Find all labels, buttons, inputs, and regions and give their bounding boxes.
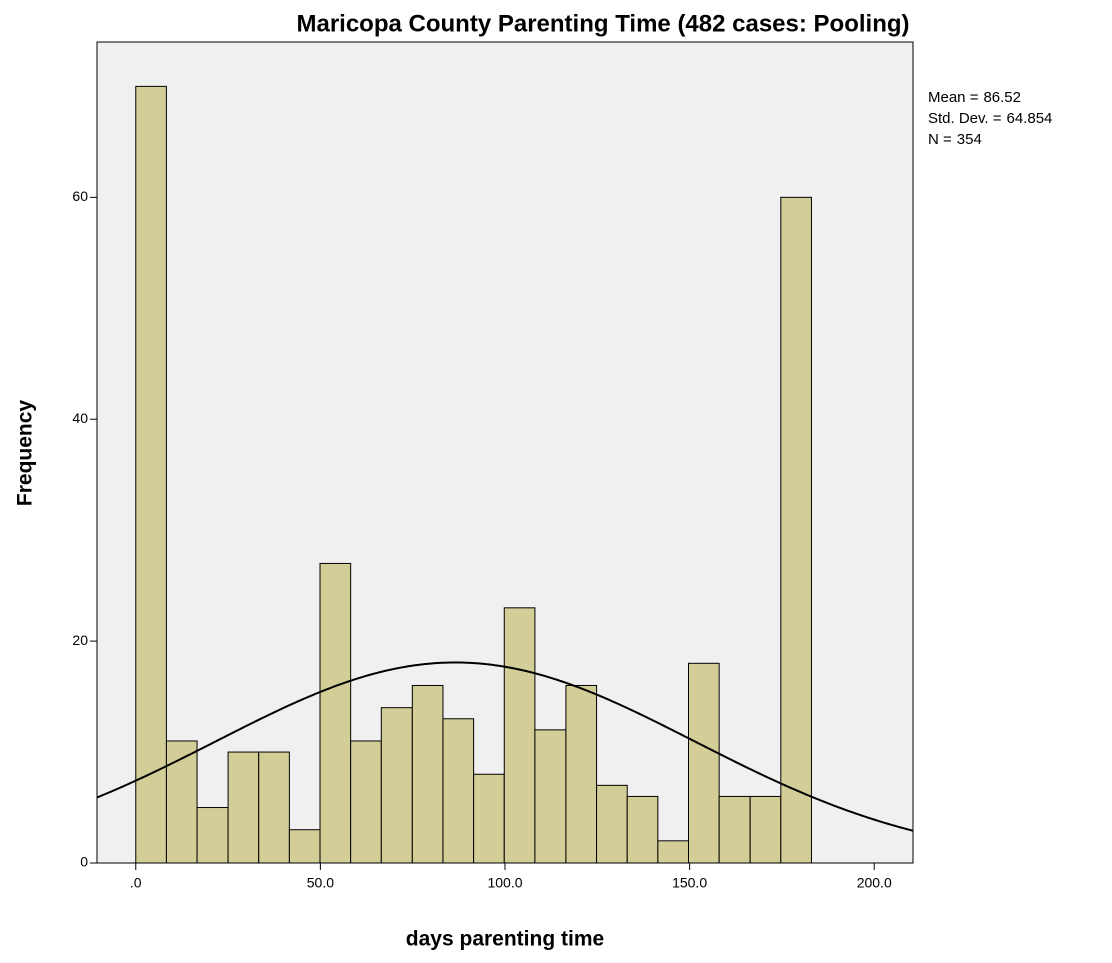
y-axis-label: Frequency	[14, 400, 37, 507]
chart-title: Maricopa County Parenting Time (482 case…	[296, 10, 909, 37]
bar	[350, 740, 382, 864]
x-axis-label: days parenting time	[406, 928, 604, 951]
bar	[565, 684, 598, 864]
y-tick-label: 0	[80, 854, 88, 870]
bar	[688, 662, 720, 864]
y-tick-label: 40	[72, 410, 88, 426]
bar	[503, 607, 536, 864]
stat-value: 64.854	[1007, 110, 1053, 127]
bar	[135, 85, 167, 864]
x-tick-label: 150.0	[672, 875, 707, 891]
bar	[380, 707, 413, 864]
bar	[780, 196, 812, 864]
stat-label: N = 354	[928, 131, 982, 148]
stat-label: Std. Dev. = 64.854	[928, 110, 1052, 127]
bar	[749, 795, 782, 864]
normal-curve	[96, 661, 914, 832]
bar	[473, 773, 505, 864]
x-tick-label: 50.0	[307, 875, 334, 891]
bar	[657, 840, 690, 864]
bar	[196, 807, 229, 864]
bar	[626, 795, 659, 864]
bar	[258, 751, 290, 864]
x-tick-label: 200.0	[857, 875, 892, 891]
stat-label: Mean = 86.52	[928, 89, 1021, 106]
x-tick-label: 100.0	[487, 875, 522, 891]
bar	[596, 784, 628, 864]
y-tick-label: 60	[72, 188, 88, 204]
bar	[411, 684, 444, 864]
bar	[319, 562, 352, 864]
bar	[165, 740, 198, 864]
stat-value: 354	[957, 131, 982, 148]
bar	[288, 829, 321, 864]
bar	[227, 751, 260, 864]
bar	[534, 729, 567, 864]
bar	[442, 718, 475, 864]
stat-name: Mean =	[928, 89, 979, 106]
bar	[718, 795, 751, 864]
x-tick-label: .0	[130, 875, 142, 891]
stat-name: N =	[928, 131, 952, 148]
stat-value: 86.52	[983, 89, 1021, 106]
y-tick-label: 20	[72, 632, 88, 648]
stat-name: Std. Dev. =	[928, 110, 1002, 127]
